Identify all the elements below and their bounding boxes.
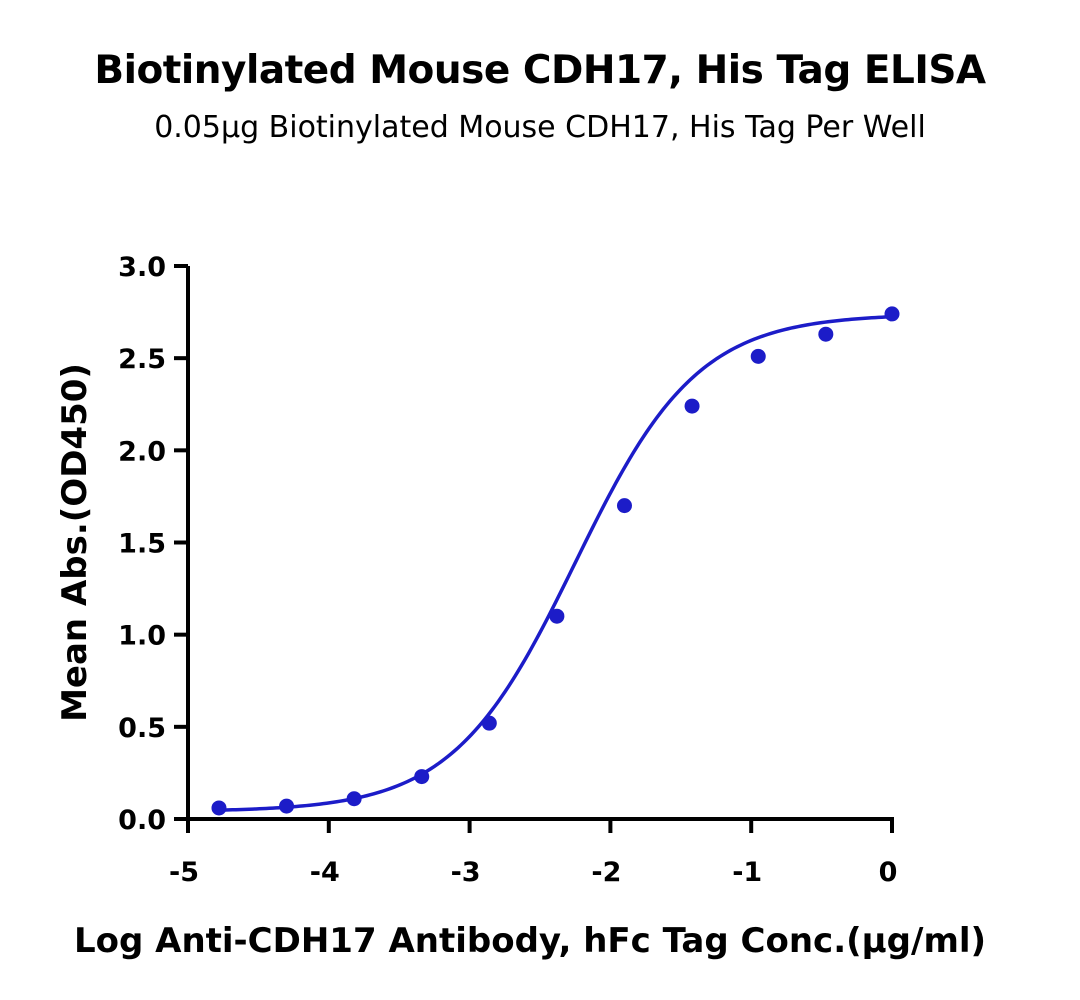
y-tick-label: 2.5 xyxy=(118,344,166,375)
data-point xyxy=(481,715,497,731)
data-points xyxy=(211,306,900,816)
data-point xyxy=(549,608,565,624)
chart-subtitle: 0.05μg Biotinylated Mouse CDH17, His Tag… xyxy=(154,110,926,145)
data-point xyxy=(818,326,834,342)
data-point xyxy=(211,800,227,816)
chart-title: Biotinylated Mouse CDH17, His Tag ELISA xyxy=(94,48,986,93)
data-point xyxy=(346,791,362,807)
y-tick-label: 1.0 xyxy=(118,621,166,652)
x-tick-label: -1 xyxy=(732,857,762,888)
y-tick-label: 3.0 xyxy=(118,252,166,283)
x-tick-label: -4 xyxy=(310,857,340,888)
data-point xyxy=(616,498,632,514)
data-point xyxy=(750,348,766,364)
x-tick-label: -3 xyxy=(451,857,481,888)
data-point xyxy=(279,798,295,814)
y-tick-label: 1.5 xyxy=(118,529,166,560)
y-axis-title: Mean Abs.(OD450) xyxy=(55,363,95,722)
fit-curve-layer xyxy=(218,314,893,812)
y-tick-label: 2.0 xyxy=(118,436,166,467)
y-tick-label: 0.5 xyxy=(118,713,166,744)
y-tick-label: 0.0 xyxy=(118,805,166,836)
axis-labels: 0.0 0.5 1.0 1.5 2.0 2.5 3.0 -5 -4 -3 -2 -1 0 Log Anti… xyxy=(55,252,986,961)
data-point xyxy=(884,306,900,322)
x-tick-label: -2 xyxy=(591,857,621,888)
x-axis-title: Log Anti-CDH17 Antibody, hFc Tag Conc.(μ… xyxy=(74,921,986,961)
x-tick-label: -5 xyxy=(169,857,199,888)
axes xyxy=(174,264,894,833)
data-point xyxy=(414,769,430,785)
data-point xyxy=(684,398,700,414)
fit-curve xyxy=(218,314,893,812)
x-tick-label: 0 xyxy=(879,857,898,888)
